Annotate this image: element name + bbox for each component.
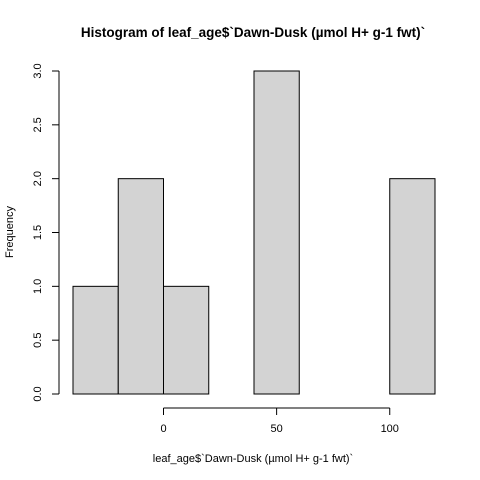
y-tick-label-3: 1.5 xyxy=(32,225,44,240)
y-tick-label-2: 1.0 xyxy=(32,279,44,294)
y-tick-label-0: 0.0 xyxy=(32,386,44,401)
histogram-bar-4 xyxy=(253,70,300,395)
y-axis-label: Frequency xyxy=(4,206,16,258)
y-axis: 0.0 0.5 1.0 1.5 2.0 2.5 3.0 xyxy=(32,63,60,402)
y-tick-label-5: 2.5 xyxy=(32,117,44,132)
histogram-bar-2 xyxy=(163,285,210,395)
histogram-bar-0 xyxy=(72,285,119,395)
bars-group xyxy=(72,70,436,395)
histogram-bar-7 xyxy=(389,178,436,395)
chart-title: Histogram of leaf_age$`Dawn-Dusk (µmol H… xyxy=(81,25,425,40)
y-tick-label-1: 0.5 xyxy=(32,333,44,348)
histogram-bar-1 xyxy=(117,178,164,395)
x-axis-label: leaf_age$`Dawn-Dusk (µmol H+ g-1 fwt)` xyxy=(153,453,353,465)
x-axis: 0 50 100 xyxy=(160,407,399,435)
x-tick-label-1: 50 xyxy=(271,423,283,435)
y-tick-label-6: 3.0 xyxy=(32,63,44,78)
y-tick-label-4: 2.0 xyxy=(32,171,44,186)
x-tick-label-0: 0 xyxy=(160,423,166,435)
x-tick-label-2: 100 xyxy=(381,423,399,435)
